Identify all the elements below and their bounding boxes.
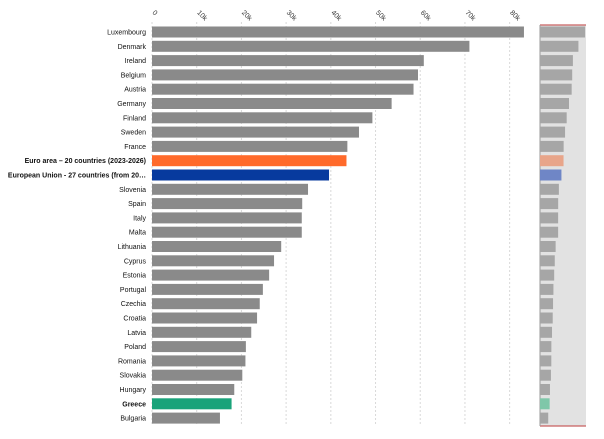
bar[interactable]: [152, 83, 414, 95]
bar[interactable]: [152, 312, 258, 324]
overview-bar: [540, 198, 559, 210]
category-label: Slovakia: [120, 373, 147, 380]
category-label: Slovenia: [119, 187, 146, 194]
overview-bar: [540, 241, 556, 252]
bar[interactable]: [152, 198, 303, 210]
category-label: Belgium: [121, 72, 146, 79]
category-label: Hungary: [120, 387, 147, 394]
category-label: Greece: [122, 401, 146, 408]
bar[interactable]: [152, 155, 347, 167]
category-label: Sweden: [121, 130, 146, 137]
bar[interactable]: [152, 241, 282, 252]
category-label: Croatia: [123, 316, 146, 323]
bar[interactable]: [152, 283, 263, 295]
x-tick-label: 10k: [195, 9, 208, 22]
category-label: Luxembourg: [107, 30, 146, 37]
bar[interactable]: [152, 55, 424, 67]
overview-bar: [540, 69, 573, 81]
overview-bar: [540, 326, 553, 338]
overview-bar: [540, 283, 554, 295]
overview-bar: [540, 83, 572, 95]
category-label: Denmark: [118, 44, 147, 51]
category-label: Malta: [129, 230, 146, 237]
overview-bar: [540, 140, 564, 152]
bar[interactable]: [152, 140, 348, 152]
bar[interactable]: [152, 126, 359, 138]
x-tick-label: 70k: [464, 9, 477, 22]
category-label: Austria: [124, 87, 146, 94]
overview-bar: [540, 55, 573, 67]
x-tick-label: 60k: [419, 9, 432, 22]
category-label: Latvia: [127, 330, 146, 337]
overview-bar: [540, 26, 586, 38]
bar[interactable]: [152, 226, 302, 238]
bar[interactable]: [152, 169, 330, 181]
category-label: Germany: [117, 101, 146, 108]
overview-bar: [540, 183, 559, 195]
category-label: Spain: [128, 201, 146, 208]
bar[interactable]: [152, 384, 235, 395]
bar[interactable]: [152, 112, 373, 124]
bar[interactable]: [152, 369, 243, 381]
x-axis-ticks: 0 10k 20k 30k 40k 50k 60k 70k 80k: [151, 9, 522, 22]
overview-bar: [540, 298, 554, 310]
category-label: European Union - 27 countries (from 20…: [8, 173, 146, 180]
overview-bar: [540, 212, 559, 224]
category-label: Cyprus: [124, 258, 147, 265]
category-labels: Luxembourg Denmark Ireland Belgium Austria Ge…: [8, 30, 147, 423]
overview-bar: [540, 269, 555, 281]
bar[interactable]: [152, 398, 232, 410]
overview-bar: [540, 398, 550, 410]
bar[interactable]: [152, 183, 309, 195]
bar[interactable]: [152, 40, 470, 52]
overview-bar: [540, 412, 549, 424]
bar[interactable]: [152, 255, 275, 267]
x-tick-label: 20k: [240, 9, 253, 22]
x-tick-label: 0: [151, 9, 159, 17]
overview-bar: [540, 369, 551, 381]
bar[interactable]: [152, 26, 524, 38]
bar[interactable]: [152, 341, 246, 353]
overview-scrollbar[interactable]: [539, 24, 586, 427]
bar[interactable]: [152, 298, 260, 310]
bar[interactable]: [152, 412, 220, 424]
x-tick-label: 50k: [374, 9, 387, 22]
overview-bar: [540, 355, 552, 367]
overview-bar: [540, 384, 550, 395]
overview-bar: [540, 169, 562, 181]
bar[interactable]: [152, 98, 392, 109]
category-label: Bulgaria: [120, 416, 146, 423]
category-label: Italy: [133, 215, 146, 222]
overview-bar: [540, 40, 579, 52]
category-label: Euro area – 20 countries (2023-2026): [25, 158, 146, 165]
category-label: Czechia: [121, 301, 146, 308]
category-label: Portugal: [120, 287, 147, 294]
overview-bar: [540, 255, 555, 267]
category-label: Finland: [123, 115, 146, 122]
overview-bar: [540, 341, 552, 353]
overview-bar: [540, 98, 570, 109]
category-label: France: [124, 144, 146, 151]
bars: [152, 26, 524, 424]
x-tick-label: 80k: [508, 9, 521, 22]
overview-bar: [540, 126, 566, 138]
bar[interactable]: [152, 212, 302, 224]
bar[interactable]: [152, 269, 270, 281]
bar[interactable]: [152, 69, 418, 81]
category-label: Romania: [118, 358, 146, 365]
overview-bar: [540, 226, 559, 238]
category-label: Estonia: [123, 273, 146, 280]
category-label: Lithuania: [118, 244, 147, 251]
bar[interactable]: [152, 326, 252, 338]
x-tick-label: 30k: [285, 9, 298, 22]
x-tick-label: 40k: [329, 9, 342, 22]
overview-bar: [540, 312, 553, 324]
category-label: Poland: [124, 344, 146, 351]
category-label: Ireland: [125, 58, 147, 65]
bar[interactable]: [152, 355, 246, 367]
overview-bar: [540, 112, 567, 124]
overview-bar: [540, 155, 564, 167]
